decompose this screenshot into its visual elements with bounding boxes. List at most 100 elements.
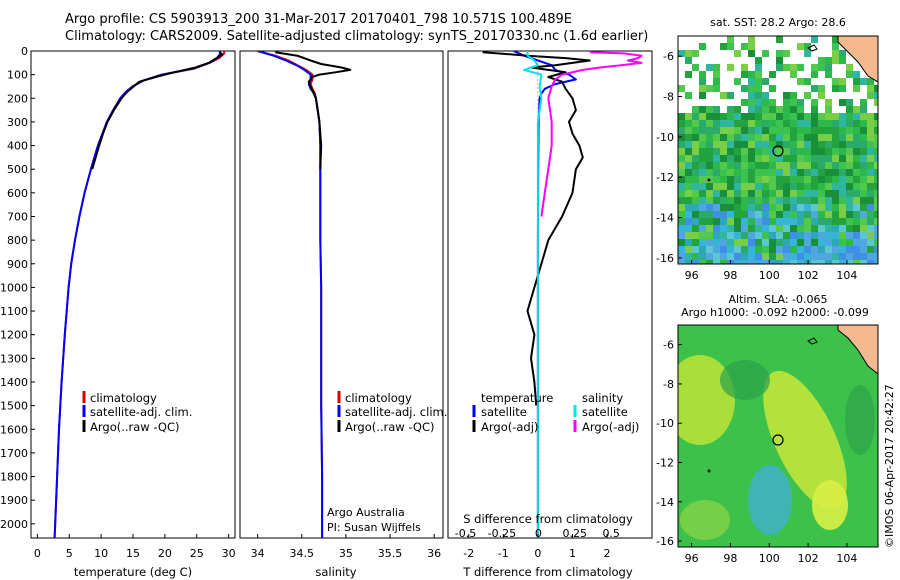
sst-cell <box>874 197 878 204</box>
salinity-xlabel: salinity <box>315 565 356 579</box>
sst-cell <box>769 232 776 239</box>
sst-cell <box>839 57 846 64</box>
difference-legend: temperature satellite Argo(-adj) salinit… <box>472 391 639 434</box>
sst-cell <box>818 253 825 260</box>
sst-cell <box>797 64 804 71</box>
sst-cell <box>811 64 818 71</box>
sst-cell <box>706 211 713 218</box>
sst-cell <box>685 246 692 253</box>
sst-cell <box>741 260 748 264</box>
sst-cell <box>853 239 860 246</box>
sst-cell <box>741 141 748 148</box>
sst-cell <box>720 113 727 120</box>
sst-cell <box>755 211 762 218</box>
depth-tick-label: 1400 <box>0 376 28 389</box>
sst-cell <box>720 183 727 190</box>
sst-cell <box>692 183 699 190</box>
salinity-series <box>257 51 352 538</box>
series-argo-raw-qc <box>91 51 224 170</box>
depth-tick-label: 400 <box>7 140 28 153</box>
sst-cell <box>762 183 769 190</box>
sst-cell <box>846 113 853 120</box>
depth-tick-label: 0 <box>21 45 28 58</box>
sst-cell <box>741 155 748 162</box>
sst-cell <box>706 127 713 134</box>
sst-cell <box>755 204 762 211</box>
sst-cell <box>678 127 685 134</box>
sst-cell <box>776 197 783 204</box>
sst-cell <box>839 197 846 204</box>
sst-cell <box>853 260 860 264</box>
sst-cell <box>783 134 790 141</box>
lat-tick-label: -12 <box>656 171 674 184</box>
sst-cell <box>755 253 762 260</box>
sst-cell <box>755 218 762 225</box>
depth-tick-label: 300 <box>7 116 28 129</box>
sst-cell <box>860 190 867 197</box>
sst-cell <box>804 204 811 211</box>
x-tick-label: 35 <box>339 547 353 560</box>
depth-tick-label: 100 <box>7 69 28 82</box>
sst-cell <box>846 120 853 127</box>
difference-panel: -2 -1 0 1 2 -0.5 -0.25 0 0.25 0.5 S difference fr… <box>447 50 653 579</box>
sst-cell <box>776 113 783 120</box>
sst-cell <box>867 134 874 141</box>
legend-argo: Argo(..raw -QC) <box>90 420 180 434</box>
sst-cell <box>685 218 692 225</box>
sst-cell <box>734 239 741 246</box>
sst-cell <box>797 260 804 264</box>
sst-cell <box>832 239 839 246</box>
sst-cell <box>748 197 755 204</box>
sst-cell <box>755 239 762 246</box>
sst-cell <box>860 218 867 225</box>
sst-cell <box>720 260 727 264</box>
sst-cell <box>832 190 839 197</box>
sst-cell <box>811 218 818 225</box>
sst-cell <box>748 106 755 113</box>
sst-cell <box>678 232 685 239</box>
sst-cell <box>811 169 818 176</box>
sst-cell <box>727 36 734 43</box>
sst-cell <box>839 127 846 134</box>
sst-cell <box>860 127 867 134</box>
sst-cell <box>867 127 874 134</box>
sst-cell <box>853 232 860 239</box>
sst-cell <box>741 162 748 169</box>
salinity-frame <box>239 50 444 539</box>
sst-cell <box>678 253 685 260</box>
lon-tick-label: 104 <box>836 269 857 282</box>
sst-cell <box>811 99 818 106</box>
lon-tick-label: 98 <box>723 552 737 565</box>
sst-cell <box>867 169 874 176</box>
x-tick-label: 2 <box>604 547 611 560</box>
sst-cell <box>713 106 720 113</box>
sst-cell <box>839 134 846 141</box>
sst-cell <box>727 134 734 141</box>
sst-cell <box>818 239 825 246</box>
sst-cell <box>790 190 797 197</box>
sst-cell <box>741 85 748 92</box>
sst-cell <box>769 183 776 190</box>
sla-axes: 96 98 100 102 104 -6 -8 -10 -12 -14 -16 <box>656 339 857 565</box>
sst-cell <box>818 127 825 134</box>
sst-cell <box>874 148 878 155</box>
sst-cell <box>699 239 706 246</box>
sst-cell <box>853 78 860 85</box>
sst-cell <box>734 218 741 225</box>
x-tick-label: -1 <box>498 547 509 560</box>
depth-tick-label: 2000 <box>0 518 28 531</box>
sst-cell <box>706 85 713 92</box>
sst-cell <box>685 225 692 232</box>
sst-cell <box>748 232 755 239</box>
sst-cell <box>804 162 811 169</box>
sst-cell <box>860 239 867 246</box>
sst-cell <box>874 169 878 176</box>
sst-cell <box>713 155 720 162</box>
sst-cell <box>867 113 874 120</box>
sst-cell <box>678 246 685 253</box>
sst-cell <box>783 113 790 120</box>
sla-frame <box>677 324 879 548</box>
sst-cell <box>678 120 685 127</box>
sst-cell <box>713 225 720 232</box>
lon-tick-label: 102 <box>798 552 819 565</box>
